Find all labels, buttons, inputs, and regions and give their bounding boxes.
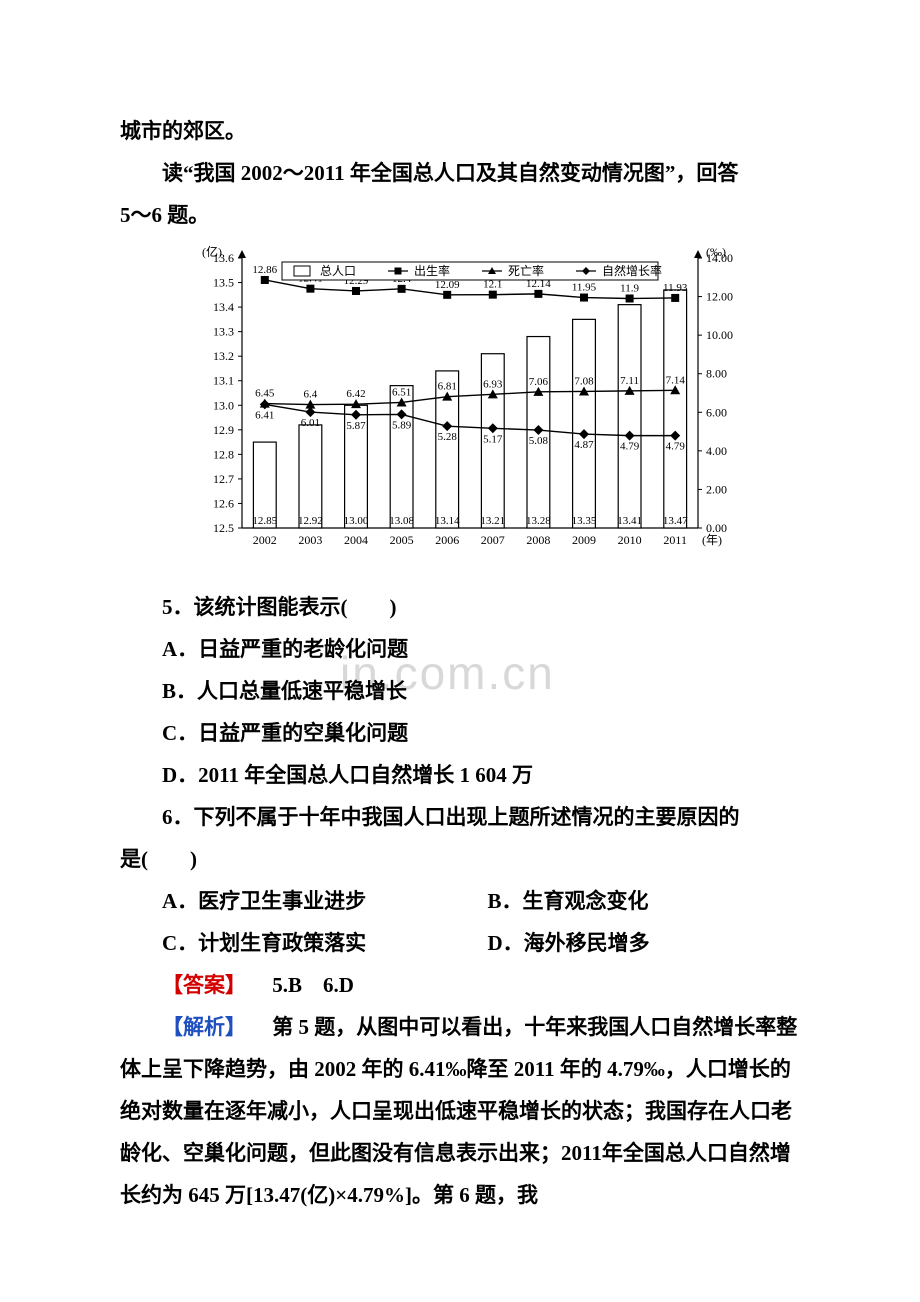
svg-text:13.1: 13.1 bbox=[213, 374, 234, 388]
svg-text:5.17: 5.17 bbox=[483, 433, 503, 445]
svg-text:13.21: 13.21 bbox=[480, 515, 505, 527]
svg-text:2011: 2011 bbox=[663, 533, 687, 547]
svg-text:6.42: 6.42 bbox=[346, 388, 365, 400]
svg-text:7.08: 7.08 bbox=[574, 375, 594, 387]
svg-text:2003: 2003 bbox=[298, 533, 322, 547]
q5-stem: 5．该统计图能表示( ) bbox=[120, 586, 800, 628]
svg-text:13.4: 13.4 bbox=[213, 300, 234, 314]
q6-stem-b: 是( ) bbox=[120, 838, 800, 880]
svg-text:(‰): (‰) bbox=[706, 245, 726, 259]
svg-text:7.14: 7.14 bbox=[666, 374, 686, 386]
svg-text:出生率: 出生率 bbox=[414, 263, 450, 278]
q5-opt-b: B．人口总量低速平稳增长 bbox=[120, 670, 800, 712]
explain-label: 【解析】 bbox=[162, 1015, 246, 1039]
svg-text:11.93: 11.93 bbox=[663, 282, 688, 294]
q6-opt-d: D．海外移民增多 bbox=[488, 922, 650, 964]
svg-text:6.4: 6.4 bbox=[304, 389, 318, 401]
q6-stem-a: 6．下列不属于十年中我国人口出现上题所述情况的主要原因的 bbox=[120, 796, 800, 838]
svg-text:13.28: 13.28 bbox=[526, 515, 551, 527]
svg-text:13.41: 13.41 bbox=[617, 515, 642, 527]
q5-opt-c: C．日益严重的空巢化问题 bbox=[120, 712, 800, 754]
explain-text: 第 5 题，从图中可以看出，十年来我国人口自然增长率整体上呈下降趋势，由 200… bbox=[120, 1015, 797, 1207]
svg-text:12.09: 12.09 bbox=[435, 279, 460, 291]
svg-text:5.87: 5.87 bbox=[346, 420, 366, 432]
svg-text:13.5: 13.5 bbox=[213, 276, 234, 290]
svg-text:12.92: 12.92 bbox=[298, 515, 323, 527]
svg-text:6.41: 6.41 bbox=[255, 409, 274, 421]
svg-text:6.81: 6.81 bbox=[438, 381, 457, 393]
population-chart: 12.5 12.6 12.7 12.8 12.9 13.0 13.1 13.2 13.3 13.4… bbox=[120, 242, 800, 576]
svg-text:死亡率: 死亡率 bbox=[508, 263, 544, 278]
svg-text:2004: 2004 bbox=[344, 533, 368, 547]
svg-text:4.87: 4.87 bbox=[574, 439, 594, 451]
para-context-prev: 城市的郊区。 bbox=[120, 110, 800, 152]
svg-text:13.2: 13.2 bbox=[213, 349, 234, 363]
svg-text:12.00: 12.00 bbox=[706, 290, 733, 304]
svg-text:2007: 2007 bbox=[481, 533, 505, 547]
svg-text:8.00: 8.00 bbox=[706, 367, 727, 381]
answer-values: 5.B 6.D bbox=[272, 973, 354, 997]
svg-text:13.47: 13.47 bbox=[663, 515, 688, 527]
svg-text:4.00: 4.00 bbox=[706, 444, 727, 458]
answer-line: 【答案】 5.B 6.D bbox=[120, 964, 800, 1006]
svg-text:4.79: 4.79 bbox=[666, 441, 686, 453]
svg-text:(年): (年) bbox=[702, 533, 722, 547]
svg-text:12.85: 12.85 bbox=[252, 515, 277, 527]
svg-text:自然增长率: 自然增长率 bbox=[602, 263, 662, 278]
svg-text:12.86: 12.86 bbox=[252, 264, 277, 276]
svg-text:10.00: 10.00 bbox=[706, 328, 733, 342]
svg-text:2008: 2008 bbox=[526, 533, 550, 547]
q6-opt-a: A．医疗卫生事业进步 bbox=[120, 880, 488, 922]
svg-text:12.8: 12.8 bbox=[213, 447, 234, 461]
q6-opt-c: C．计划生育政策落实 bbox=[120, 922, 488, 964]
svg-text:5.08: 5.08 bbox=[529, 435, 549, 447]
svg-text:6.51: 6.51 bbox=[392, 386, 411, 398]
svg-text:2002: 2002 bbox=[253, 533, 277, 547]
svg-text:2005: 2005 bbox=[390, 533, 414, 547]
svg-text:2010: 2010 bbox=[618, 533, 642, 547]
para-intro-a: 读“我国 2002～2011 年全国总人口及其自然变动情况图”，回答 bbox=[120, 152, 800, 194]
explain-para: 【解析】 第 5 题，从图中可以看出，十年来我国人口自然增长率整体上呈下降趋势，… bbox=[120, 1006, 800, 1216]
svg-text:2.00: 2.00 bbox=[706, 482, 727, 496]
svg-text:13.3: 13.3 bbox=[213, 325, 234, 339]
svg-text:13.00: 13.00 bbox=[344, 515, 369, 527]
svg-text:7.11: 7.11 bbox=[620, 375, 639, 387]
svg-text:2006: 2006 bbox=[435, 533, 459, 547]
svg-text:13.14: 13.14 bbox=[435, 515, 460, 527]
q6-opt-b: B．生育观念变化 bbox=[488, 880, 649, 922]
q5-opt-a: A．日益严重的老龄化问题 bbox=[120, 628, 800, 670]
svg-text:13.35: 13.35 bbox=[572, 515, 597, 527]
q5-opt-d: D．2011 年全国总人口自然增长 1 604 万 bbox=[120, 754, 800, 796]
svg-text:12.7: 12.7 bbox=[213, 472, 234, 486]
svg-text:7.06: 7.06 bbox=[529, 376, 549, 388]
para-intro-b: 5～6 题。 bbox=[120, 194, 800, 236]
answer-text bbox=[251, 973, 272, 997]
svg-text:13.0: 13.0 bbox=[213, 398, 234, 412]
explain-sep bbox=[251, 1015, 272, 1039]
svg-text:12.9: 12.9 bbox=[213, 423, 234, 437]
svg-text:13.08: 13.08 bbox=[389, 515, 414, 527]
svg-text:5.28: 5.28 bbox=[438, 431, 458, 443]
svg-text:12.6: 12.6 bbox=[213, 496, 234, 510]
svg-text:6.00: 6.00 bbox=[706, 405, 727, 419]
svg-text:6.01: 6.01 bbox=[301, 417, 320, 429]
svg-text:5.89: 5.89 bbox=[392, 419, 412, 431]
svg-text:6.45: 6.45 bbox=[255, 388, 275, 400]
svg-text:4.79: 4.79 bbox=[620, 441, 640, 453]
svg-text:(亿): (亿) bbox=[202, 244, 222, 259]
answer-label: 【答案】 bbox=[162, 973, 246, 997]
svg-text:总人口: 总人口 bbox=[320, 264, 356, 278]
svg-text:11.9: 11.9 bbox=[620, 283, 639, 295]
svg-text:11.95: 11.95 bbox=[572, 282, 597, 294]
svg-text:2009: 2009 bbox=[572, 533, 596, 547]
svg-text:12.5: 12.5 bbox=[213, 521, 234, 535]
svg-text:6.93: 6.93 bbox=[483, 378, 503, 390]
